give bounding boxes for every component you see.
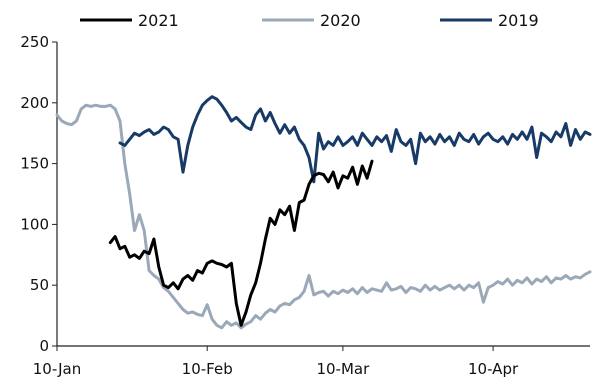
series-line-2021 [108, 159, 374, 327]
y-tick-label-250: 250 [20, 33, 49, 51]
y-tick-label-150: 150 [20, 155, 49, 173]
y-axis: 0 50 100 150 200 250 [20, 33, 58, 355]
x-tick-label-10-jan: 10-Jan [33, 360, 81, 378]
x-tick-label-10-feb: 10-Feb [182, 360, 233, 378]
x-axis: 10-Jan 10-Feb 10-Mar 10-Apr [33, 345, 590, 378]
x-tick-label-10-mar: 10-Mar [316, 360, 370, 378]
legend-label-2019: 2019 [498, 11, 539, 30]
series-line-2020 [55, 103, 592, 330]
y-tick-label-50: 50 [30, 276, 49, 294]
y-tick-label-0: 0 [39, 337, 49, 355]
legend-label-2021: 2021 [138, 11, 179, 30]
legend: 2021 2020 2019 [80, 11, 539, 30]
y-tick-label-100: 100 [20, 215, 49, 233]
y-tick-label-200: 200 [20, 94, 49, 112]
x-tick-label-10-apr: 10-Apr [468, 360, 519, 378]
series-line-2019 [118, 95, 592, 184]
plot-area [55, 95, 592, 330]
legend-label-2020: 2020 [320, 11, 361, 30]
